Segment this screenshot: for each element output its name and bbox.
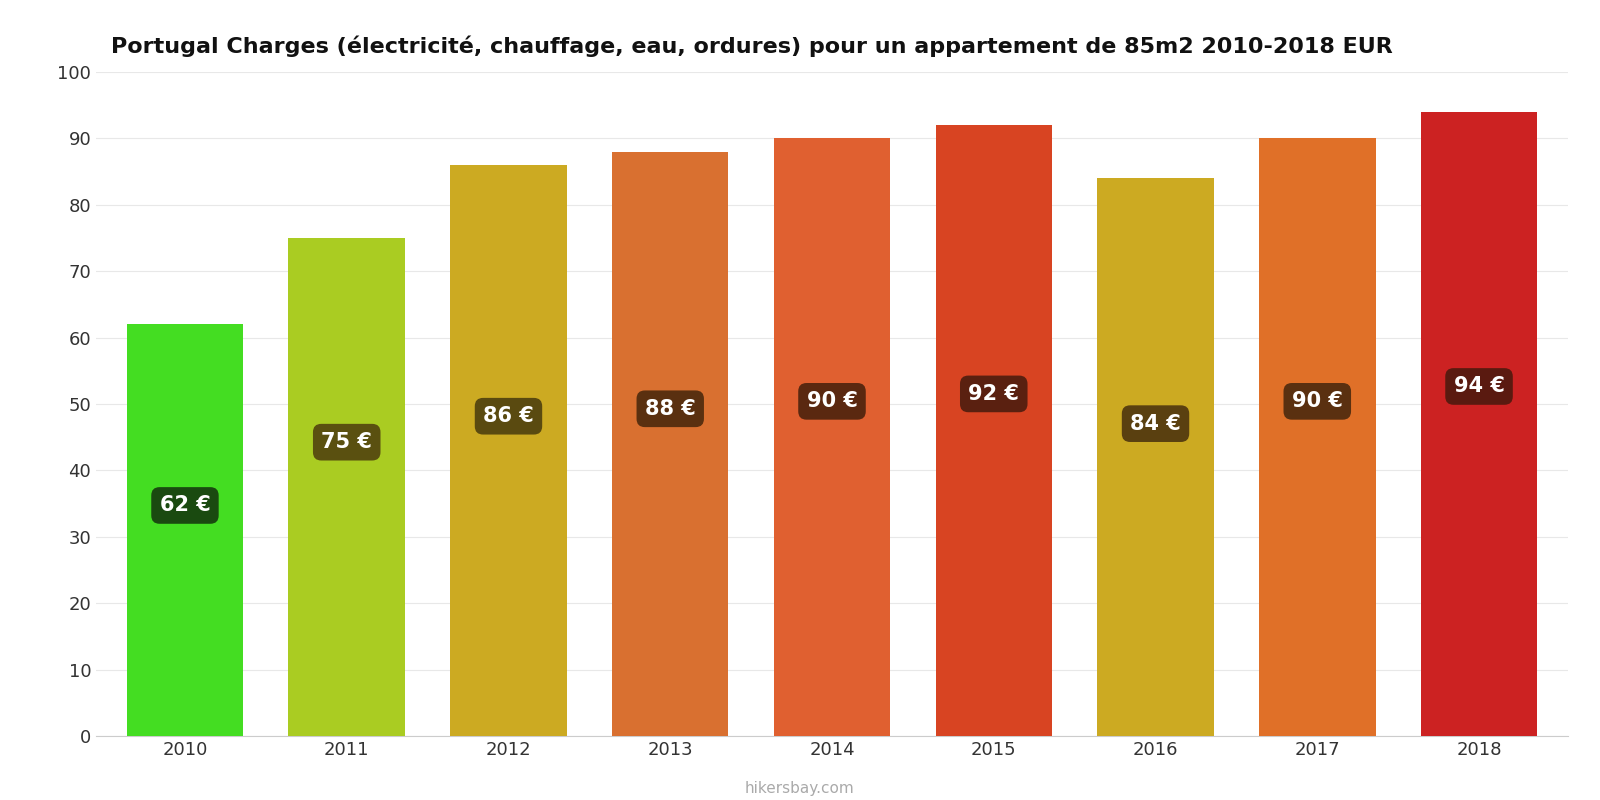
Text: hikersbay.com: hikersbay.com	[746, 781, 854, 795]
Bar	[1421, 112, 1538, 736]
Text: 88 €: 88 €	[645, 398, 696, 418]
Bar	[1259, 138, 1376, 736]
Bar	[288, 238, 405, 736]
Text: 86 €: 86 €	[483, 406, 534, 426]
Bar	[613, 152, 728, 736]
Text: 92 €: 92 €	[968, 384, 1019, 404]
Bar	[1098, 178, 1214, 736]
Text: Portugal Charges (électricité, chauffage, eau, ordures) pour un appartement de 8: Portugal Charges (électricité, chauffage…	[110, 35, 1392, 57]
Text: 75 €: 75 €	[322, 432, 373, 452]
Bar	[936, 125, 1051, 736]
Bar	[126, 324, 243, 736]
Text: 62 €: 62 €	[160, 495, 210, 515]
Bar	[450, 165, 566, 736]
Text: 90 €: 90 €	[806, 391, 858, 411]
Text: 84 €: 84 €	[1130, 414, 1181, 434]
Text: 94 €: 94 €	[1453, 377, 1504, 397]
Bar	[774, 138, 890, 736]
Text: 90 €: 90 €	[1291, 391, 1342, 411]
